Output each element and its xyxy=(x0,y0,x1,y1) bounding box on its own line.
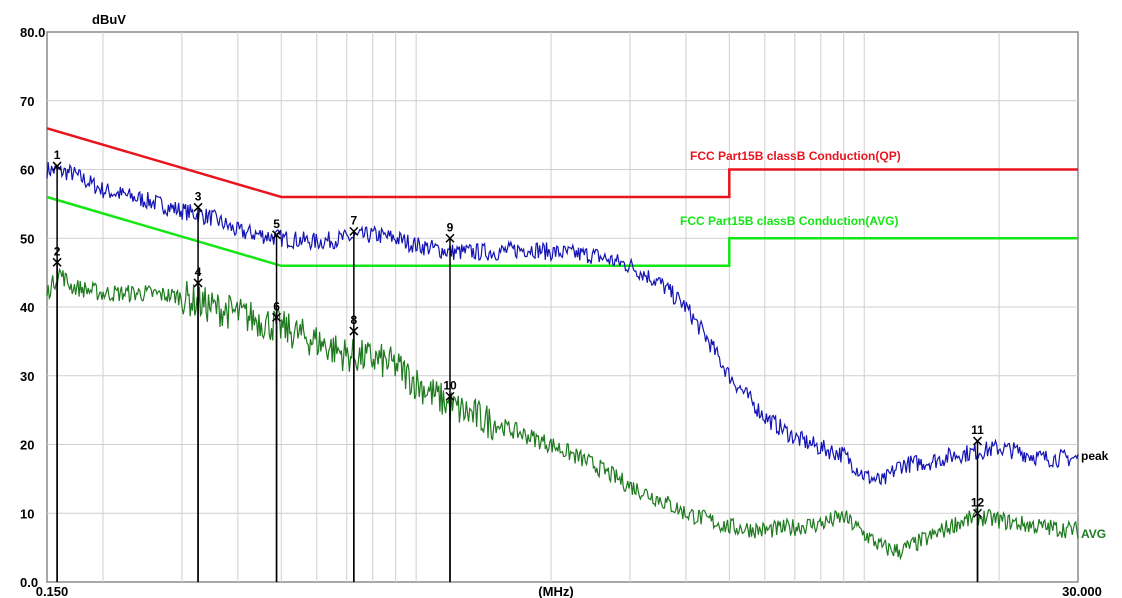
marker-label: 2 xyxy=(54,244,61,258)
y-tick-label: 10 xyxy=(20,506,34,521)
legend-peak: peak xyxy=(1081,449,1109,463)
avg-trace xyxy=(46,267,1079,561)
peak-trace xyxy=(46,162,1079,486)
y-tick-label: 70 xyxy=(20,94,34,109)
marker-x xyxy=(272,230,282,240)
qp-limit-line xyxy=(46,127,1078,199)
y-tick-label: 0.0 xyxy=(20,575,38,590)
marker-label: 7 xyxy=(351,213,358,227)
y-tick-label: 80.0 xyxy=(20,25,45,40)
legend-avg: AVG xyxy=(1081,527,1106,541)
marker-label: 10 xyxy=(443,378,457,392)
legend-qp-limit: FCC Part15B classB Conduction(QP) xyxy=(690,149,901,163)
marker-label: 3 xyxy=(195,189,202,203)
marker-x xyxy=(445,391,455,401)
y-axis-label: dBuV xyxy=(92,12,126,27)
marker-x xyxy=(193,278,203,288)
y-tick-label: 30 xyxy=(20,369,34,384)
marker-x xyxy=(52,161,62,171)
marker-x xyxy=(52,257,62,267)
marker-label: 4 xyxy=(195,265,202,279)
marker-x xyxy=(445,233,455,243)
x-tick-label-end: 30.000 xyxy=(1062,584,1102,598)
trace-series xyxy=(46,162,1079,561)
marker-label: 11 xyxy=(971,423,984,437)
marker-label: 1 xyxy=(54,148,61,162)
limit-lines xyxy=(46,127,1078,268)
marker-label: 9 xyxy=(447,220,454,234)
x-tick-label-start: 0.150 xyxy=(36,584,69,598)
legend-avg-limit: FCC Part15B classB Conduction(AVG) xyxy=(680,214,898,228)
x-axis-label: (MHz) xyxy=(538,584,573,598)
y-tick-label: 20 xyxy=(20,438,34,453)
avg-limit-line xyxy=(46,195,1078,268)
marker-x xyxy=(972,436,983,446)
y-tick-label: 60 xyxy=(20,163,34,178)
y-tick-label: 50 xyxy=(20,231,34,246)
marker-x xyxy=(272,312,282,322)
marker-x xyxy=(193,202,203,212)
y-tick-labels: 0.0 10 20 30 40 50 60 70 80.0 xyxy=(20,25,45,590)
marker-x xyxy=(972,508,983,518)
marker-label: 6 xyxy=(273,299,280,313)
marker-x xyxy=(349,226,359,236)
marker-label: 12 xyxy=(971,495,985,509)
marker-label: 5 xyxy=(273,217,280,231)
y-tick-label: 40 xyxy=(20,300,34,315)
marker-label: 8 xyxy=(351,313,358,327)
marker-x xyxy=(349,326,359,336)
